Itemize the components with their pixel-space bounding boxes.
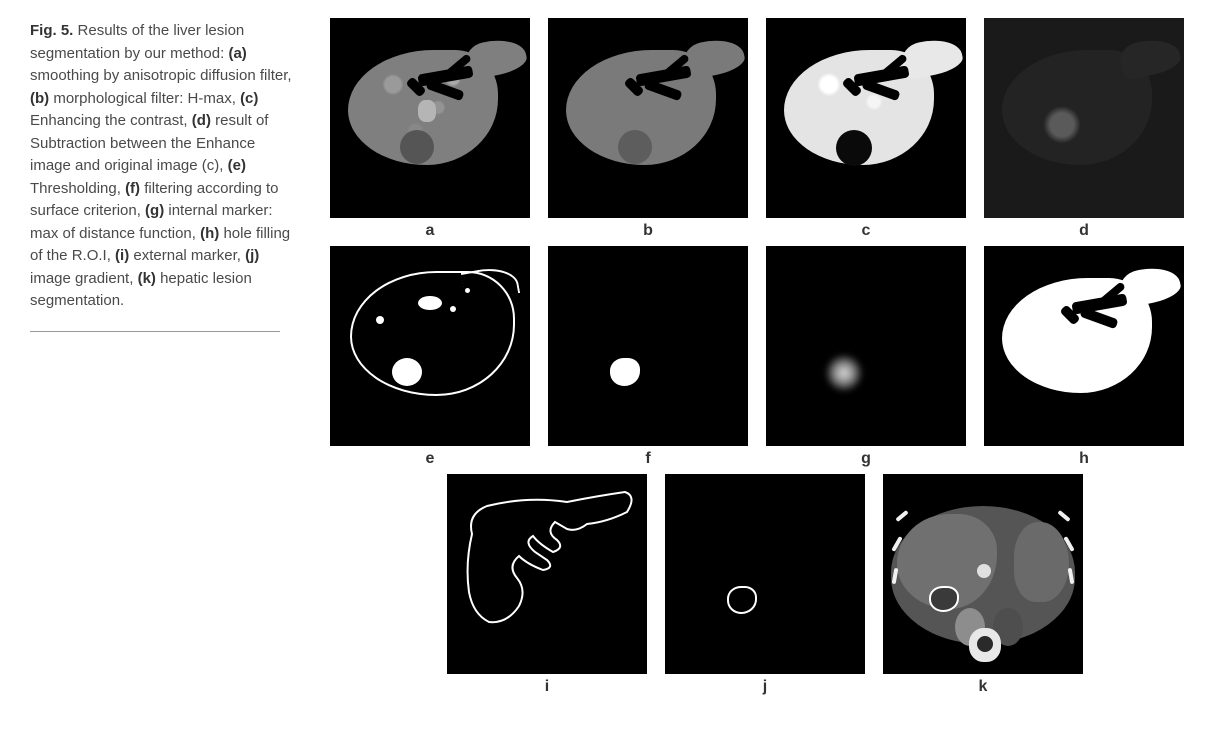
sub-d: (d) — [192, 112, 211, 129]
panel-label-j: j — [763, 678, 767, 696]
panel-label-b: b — [643, 222, 653, 240]
sub-f: (f) — [125, 180, 140, 197]
caption-j: image gradient, — [30, 270, 133, 287]
panel-a — [330, 18, 530, 218]
sub-k: (k) — [138, 270, 156, 287]
panel-row-1: a b c — [330, 18, 1200, 240]
panel-c — [766, 18, 966, 218]
panel-label-d: d — [1079, 222, 1089, 240]
caption-b: morphological filter: H-max, — [53, 90, 236, 107]
sub-h: (h) — [200, 225, 219, 242]
panel-cell-e: e — [330, 246, 530, 468]
panel-j — [665, 474, 865, 674]
panel-label-c: c — [862, 222, 871, 240]
caption-e: Thresholding, — [30, 180, 121, 197]
panel-label-f: f — [645, 450, 650, 468]
panel-cell-b: b — [548, 18, 748, 240]
panel-i — [447, 474, 647, 674]
sub-b: (b) — [30, 90, 49, 107]
panel-row-2: e f g h — [330, 246, 1200, 468]
panel-g — [766, 246, 966, 446]
panel-cell-f: f — [548, 246, 748, 468]
figure-label: Fig. 5. — [30, 22, 73, 39]
caption-c: Enhancing the contrast, — [30, 112, 188, 129]
panel-cell-j: j — [665, 474, 865, 696]
caption-divider — [30, 331, 280, 332]
panel-cell-g: g — [766, 246, 966, 468]
figure-caption: Fig. 5. Results of the liver lesion segm… — [30, 20, 300, 332]
panel-row-3: i j k — [330, 474, 1200, 696]
panel-cell-k: k — [883, 474, 1083, 696]
panel-d — [984, 18, 1184, 218]
sub-g: (g) — [145, 202, 164, 219]
panel-e — [330, 246, 530, 446]
sub-a: (a) — [228, 45, 246, 62]
panel-cell-i: i — [447, 474, 647, 696]
panel-label-g: g — [861, 450, 871, 468]
panel-cell-d: d — [984, 18, 1184, 240]
sub-c: (c) — [240, 90, 258, 107]
panel-f — [548, 246, 748, 446]
liver-outline-svg — [447, 474, 647, 674]
panel-b — [548, 18, 748, 218]
caption-a: smoothing by anisotropic diffusion filte… — [30, 67, 292, 84]
figure-panels: a b c — [330, 18, 1200, 702]
caption-c-ref: (c) — [202, 157, 220, 174]
panel-label-k: k — [979, 678, 988, 696]
panel-cell-a: a — [330, 18, 530, 240]
panel-label-a: a — [426, 222, 435, 240]
sub-i: (i) — [115, 247, 129, 264]
panel-k — [883, 474, 1083, 674]
caption-i: external marker, — [133, 247, 241, 264]
sub-j: (j) — [245, 247, 259, 264]
panel-h — [984, 246, 1184, 446]
panel-label-i: i — [545, 678, 549, 696]
panel-cell-h: h — [984, 246, 1184, 468]
panel-label-e: e — [426, 450, 435, 468]
panel-cell-c: c — [766, 18, 966, 240]
panel-label-h: h — [1079, 450, 1089, 468]
sub-e: (e) — [228, 157, 246, 174]
